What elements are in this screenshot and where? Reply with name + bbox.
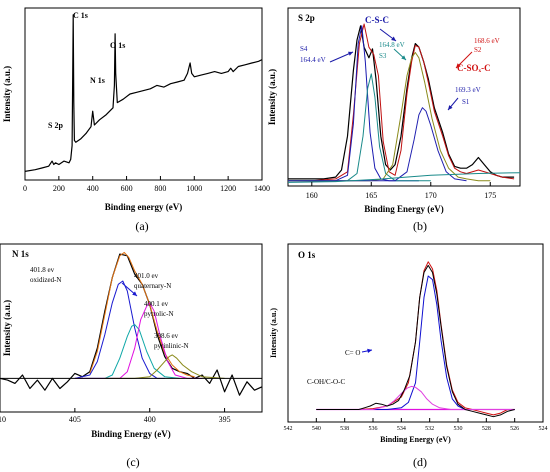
x-tick-label: 170 <box>425 191 437 200</box>
peak-annotation: C= O <box>345 349 360 357</box>
peak-label: N 1s <box>90 76 105 85</box>
panel-d: 542 540 538 536 534 532 530 528 526 524 Binding En… <box>269 243 548 469</box>
peak-annotation: 168.6 eV <box>474 37 500 45</box>
x-tick-label: 0 <box>23 184 27 193</box>
y-axis-label: Intensity (a.u.) <box>267 69 277 125</box>
panel-caption: (b) <box>413 219 427 233</box>
peak-annotation: quaternary-N <box>134 282 171 290</box>
plot-frame <box>287 7 521 187</box>
y-axis-label: Intensity (a.u.) <box>2 300 12 356</box>
x-tick-label: 538 <box>340 426 349 432</box>
x-tick-label: 395 <box>219 415 231 424</box>
peak-annotation: S1 <box>462 98 470 106</box>
y-axis-label: Intensity (a.u.) <box>2 66 12 122</box>
annotation-arrowhead <box>401 55 406 60</box>
peak-annotation: 401.8 ev <box>30 266 55 274</box>
peak-annotation: C-S-C <box>365 15 389 25</box>
x-tick-label: 526 <box>510 426 519 432</box>
annotation-arrowhead <box>132 291 137 296</box>
plot-frame <box>0 243 263 413</box>
panel-caption: (a) <box>135 219 148 233</box>
panel-title: O 1s <box>298 250 316 260</box>
x-tick-label: 540 <box>312 426 321 432</box>
x-tick-label: 800 <box>154 184 166 193</box>
peak-annotation: 400.1 ev <box>144 300 169 308</box>
x-axis-label: Binding Energy (eV) <box>380 435 451 444</box>
x-tick-label: 175 <box>484 191 496 200</box>
peak-annotation: pyrrolic-N <box>144 310 174 318</box>
series-line-3 <box>288 73 431 182</box>
series-line-4 <box>288 52 491 182</box>
peak-annotation: C-SOₓ-C <box>457 63 491 73</box>
x-tick-label: 534 <box>397 426 406 432</box>
peak-annotation: C-OH/C-O-C <box>307 378 345 386</box>
series-line-0 <box>0 253 263 396</box>
series-line-0 <box>24 14 263 172</box>
x-tick-label: 1400 <box>254 184 270 193</box>
series-line-3 <box>74 324 180 379</box>
peak-annotation: 401.0 ev <box>134 272 159 280</box>
x-tick-label: 542 <box>284 426 293 432</box>
peak-label: O 1s <box>110 41 125 50</box>
panel-title: N 1s <box>12 249 29 259</box>
peak-label: C 1s <box>73 11 88 20</box>
peak-annotation: 398.6 ev <box>154 332 179 340</box>
series-line-5 <box>104 354 225 379</box>
annotation-arrowhead <box>391 36 396 41</box>
plot-frame <box>24 7 263 181</box>
x-axis-label: Binding Energy (eV) <box>91 429 171 439</box>
peak-annotation: pyrinlinic-N <box>154 342 189 350</box>
panel-c: 410 405 400 395 Binding Energy (eV) Intensity… <box>0 243 263 469</box>
series-line-2 <box>74 280 165 379</box>
x-tick-label: 530 <box>454 426 463 432</box>
x-axis-label: Binding energy (eV) <box>105 202 183 212</box>
panel-b: 160 165 170 175 Binding Energy (eV) Intensity… <box>267 7 521 233</box>
peak-annotation: 164.4 eV <box>300 56 326 64</box>
y-axis-label: Intensity (a.u.) <box>269 308 278 358</box>
panel-title: S 2p <box>298 13 315 23</box>
x-tick-label: 400 <box>144 415 156 424</box>
series-line-1 <box>89 251 195 378</box>
plot-frame <box>287 243 544 423</box>
x-tick-label: 1200 <box>220 184 236 193</box>
series-line-4 <box>316 264 515 418</box>
panel-caption: (c) <box>126 455 139 469</box>
peak-annotation: S4 <box>300 45 308 53</box>
x-axis-label: Binding Energy (eV) <box>364 204 444 214</box>
annotation-arrowhead <box>448 105 453 110</box>
series-line-4 <box>74 302 203 379</box>
x-tick-label: 400 <box>87 184 99 193</box>
x-tick-label: 600 <box>121 184 133 193</box>
x-tick-label: 160 <box>306 191 318 200</box>
x-tick-label: 528 <box>482 426 491 432</box>
x-tick-label: 536 <box>369 426 378 432</box>
panel-caption: (d) <box>413 455 427 469</box>
x-tick-label: 1000 <box>186 184 202 193</box>
peak-label: S 2p <box>48 121 63 130</box>
annotation-arrowhead <box>456 63 461 68</box>
peak-annotation: 164.8 eV <box>379 41 405 49</box>
series-line-1 <box>288 23 515 182</box>
peak-annotation: oxidized-N <box>30 276 62 284</box>
series-line-2 <box>316 275 515 410</box>
x-tick-label: 165 <box>365 191 377 200</box>
x-tick-label: 410 <box>0 415 6 424</box>
peak-annotation: S2 <box>474 46 482 54</box>
series-line-5 <box>288 107 467 182</box>
annotation-arrowhead <box>348 51 353 56</box>
series-line-0 <box>288 25 515 180</box>
annotation-arrowhead <box>367 348 372 354</box>
series-line-6 <box>287 172 521 183</box>
panel-a: 0 200 400 600 800 1000 1200 1400 Binding energy … <box>2 7 270 233</box>
peak-annotation: S3 <box>379 52 387 60</box>
peak-annotation: 169.3 eV <box>455 86 481 94</box>
series-line-3 <box>316 385 515 410</box>
x-tick-label: 200 <box>53 184 65 193</box>
x-tick-label: 532 <box>425 426 434 432</box>
x-tick-label: 405 <box>69 415 81 424</box>
x-tick-label: 524 <box>539 426 548 432</box>
